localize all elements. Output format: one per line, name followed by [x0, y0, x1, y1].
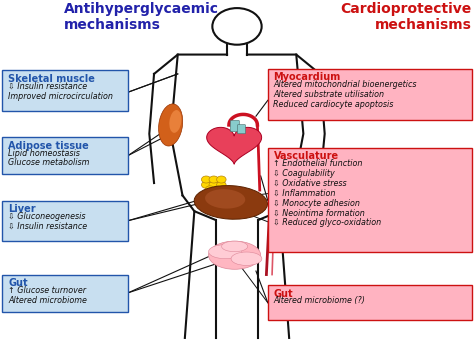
- Text: Liver: Liver: [8, 204, 36, 214]
- Ellipse shape: [169, 110, 182, 133]
- Text: ⇩ Insulin resistance: ⇩ Insulin resistance: [8, 82, 87, 91]
- Text: ⇩ Reduced glyco-oxidation: ⇩ Reduced glyco-oxidation: [273, 218, 382, 227]
- Ellipse shape: [209, 241, 261, 269]
- Text: ↑ Endothelial function: ↑ Endothelial function: [273, 159, 363, 168]
- FancyBboxPatch shape: [268, 285, 472, 320]
- Text: Improved microcirculation: Improved microcirculation: [8, 92, 113, 101]
- Circle shape: [213, 186, 222, 193]
- FancyBboxPatch shape: [268, 148, 472, 252]
- Circle shape: [217, 176, 226, 183]
- Text: ⇩ Coagulability: ⇩ Coagulability: [273, 169, 335, 178]
- Text: Altered microbiome (?): Altered microbiome (?): [273, 296, 365, 306]
- Text: Altered microbiome: Altered microbiome: [8, 296, 87, 305]
- Ellipse shape: [159, 104, 182, 146]
- Circle shape: [209, 176, 219, 183]
- Circle shape: [205, 186, 215, 193]
- FancyBboxPatch shape: [2, 201, 128, 241]
- Ellipse shape: [231, 252, 262, 265]
- Text: ⇩ Gluconeogenesis: ⇩ Gluconeogenesis: [8, 212, 86, 221]
- Text: Vasculature: Vasculature: [273, 151, 338, 161]
- Text: Gut: Gut: [8, 278, 27, 288]
- FancyBboxPatch shape: [230, 120, 239, 132]
- Text: Skeletal muscle: Skeletal muscle: [8, 74, 95, 84]
- Circle shape: [201, 176, 211, 183]
- Ellipse shape: [221, 241, 247, 252]
- Text: Altered substrate utilisation: Altered substrate utilisation: [273, 90, 384, 99]
- Ellipse shape: [209, 245, 242, 259]
- Circle shape: [201, 181, 211, 188]
- Text: Gut: Gut: [273, 289, 293, 298]
- Circle shape: [209, 181, 219, 188]
- Ellipse shape: [205, 189, 245, 209]
- Text: ⇩ Neointima formation: ⇩ Neointima formation: [273, 208, 365, 218]
- Text: Reduced cardiocyte apoptosis: Reduced cardiocyte apoptosis: [273, 100, 394, 109]
- Text: Adipose tissue: Adipose tissue: [8, 141, 89, 151]
- FancyBboxPatch shape: [2, 275, 128, 312]
- Text: Lipid homeostasis: Lipid homeostasis: [8, 149, 80, 158]
- Circle shape: [217, 181, 226, 188]
- Text: Myocardium: Myocardium: [273, 72, 341, 82]
- Text: ⇩ Insulin resistance: ⇩ Insulin resistance: [8, 222, 87, 231]
- Ellipse shape: [194, 186, 267, 219]
- Text: ↑ Glucose turnover: ↑ Glucose turnover: [8, 286, 86, 295]
- Text: Cardioprotective
mechanisms: Cardioprotective mechanisms: [340, 2, 472, 32]
- Text: ⇩ Monocyte adhesion: ⇩ Monocyte adhesion: [273, 199, 361, 208]
- Text: Antihyperglycaemic
mechanisms: Antihyperglycaemic mechanisms: [64, 2, 219, 32]
- FancyBboxPatch shape: [268, 69, 472, 120]
- Text: Glucose metabolism: Glucose metabolism: [8, 158, 90, 168]
- Text: ⇩ Inflammation: ⇩ Inflammation: [273, 189, 336, 198]
- FancyBboxPatch shape: [2, 137, 128, 174]
- FancyBboxPatch shape: [237, 125, 246, 134]
- Polygon shape: [207, 127, 262, 164]
- FancyBboxPatch shape: [2, 70, 128, 111]
- Text: Altered mitochondrial bioenergetics: Altered mitochondrial bioenergetics: [273, 80, 417, 89]
- Text: ⇩ Oxidative stress: ⇩ Oxidative stress: [273, 179, 347, 188]
